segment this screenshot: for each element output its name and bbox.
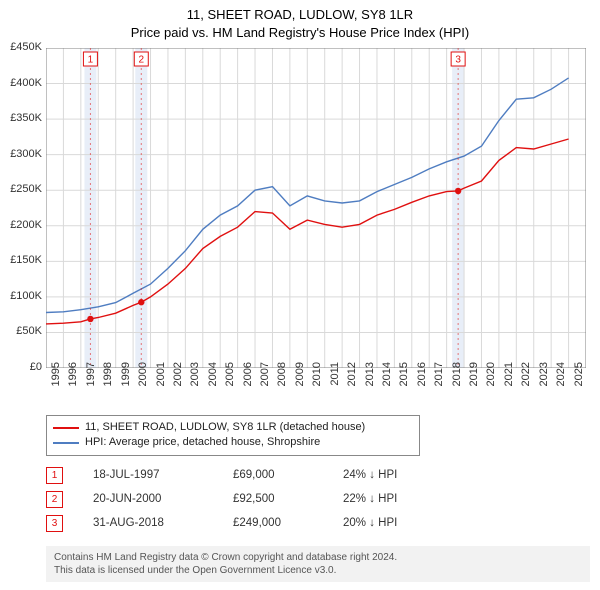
x-tick-label: 2011 bbox=[329, 362, 341, 402]
marker-price: £92,500 bbox=[233, 493, 343, 505]
x-tick-label: 2010 bbox=[311, 362, 323, 402]
marker-date: 20-JUN-2000 bbox=[93, 493, 233, 505]
x-tick-label: 2022 bbox=[520, 362, 532, 402]
x-tick-label: 2012 bbox=[346, 362, 358, 402]
chart-title-block: 11, SHEET ROAD, LUDLOW, SY8 1LR Price pa… bbox=[0, 0, 600, 41]
marker-date: 18-JUL-1997 bbox=[93, 469, 233, 481]
y-tick-label: £0 bbox=[2, 361, 42, 373]
marker-num-box: 2 bbox=[46, 491, 63, 508]
x-tick-label: 2018 bbox=[451, 362, 463, 402]
x-tick-label: 2021 bbox=[503, 362, 515, 402]
x-tick-label: 2006 bbox=[242, 362, 254, 402]
x-tick-label: 2007 bbox=[259, 362, 271, 402]
x-tick-label: 2014 bbox=[381, 362, 393, 402]
chart-svg: 1 2 3 bbox=[46, 48, 586, 368]
x-tick-label: 1998 bbox=[102, 362, 114, 402]
y-tick-label: £350K bbox=[2, 112, 42, 124]
x-tick-label: 2019 bbox=[468, 362, 480, 402]
x-tick-label: 2015 bbox=[398, 362, 410, 402]
title-line1: 11, SHEET ROAD, LUDLOW, SY8 1LR bbox=[0, 6, 600, 24]
legend-row-price: 11, SHEET ROAD, LUDLOW, SY8 1LR (detache… bbox=[53, 420, 413, 435]
x-tick-label: 2024 bbox=[555, 362, 567, 402]
x-tick-label: 2003 bbox=[189, 362, 201, 402]
x-tick-label: 2008 bbox=[276, 362, 288, 402]
marker-row: 2 20-JUN-2000£92,50022% ↓ HPI bbox=[46, 487, 453, 511]
attribution-footer: Contains HM Land Registry data © Crown c… bbox=[46, 546, 590, 582]
svg-text:3: 3 bbox=[455, 55, 461, 66]
legend-box: 11, SHEET ROAD, LUDLOW, SY8 1LR (detache… bbox=[46, 415, 420, 456]
x-tick-label: 2009 bbox=[294, 362, 306, 402]
x-tick-label: 2020 bbox=[485, 362, 497, 402]
legend-label-hpi: HPI: Average price, detached house, Shro… bbox=[85, 435, 320, 450]
x-tick-label: 2001 bbox=[155, 362, 167, 402]
footer-line1: Contains HM Land Registry data © Crown c… bbox=[54, 551, 582, 564]
marker-price: £249,000 bbox=[233, 517, 343, 529]
marker-num-box: 1 bbox=[46, 467, 63, 484]
x-tick-label: 2025 bbox=[573, 362, 585, 402]
x-tick-label: 2017 bbox=[433, 362, 445, 402]
x-tick-label: 2000 bbox=[137, 362, 149, 402]
legend-label-price: 11, SHEET ROAD, LUDLOW, SY8 1LR (detache… bbox=[85, 420, 365, 435]
x-tick-label: 2023 bbox=[538, 362, 550, 402]
y-tick-label: £300K bbox=[2, 148, 42, 160]
x-tick-label: 1995 bbox=[50, 362, 62, 402]
marker-row: 3 31-AUG-2018£249,00020% ↓ HPI bbox=[46, 511, 453, 535]
marker-row: 1 18-JUL-1997£69,00024% ↓ HPI bbox=[46, 463, 453, 487]
y-tick-label: £150K bbox=[2, 254, 42, 266]
x-tick-label: 1996 bbox=[67, 362, 79, 402]
y-tick-label: £250K bbox=[2, 183, 42, 195]
x-tick-label: 2005 bbox=[224, 362, 236, 402]
marker-diff: 20% ↓ HPI bbox=[343, 517, 453, 529]
sale-markers-table: 1 18-JUL-1997£69,00024% ↓ HPI 2 20-JUN-2000… bbox=[46, 463, 453, 535]
x-tick-label: 1997 bbox=[85, 362, 97, 402]
y-tick-label: £200K bbox=[2, 219, 42, 231]
chart-container: { "title": { "line1": "11, SHEET ROAD, L… bbox=[0, 0, 600, 590]
x-tick-label: 2016 bbox=[416, 362, 428, 402]
x-tick-label: 2004 bbox=[207, 362, 219, 402]
y-tick-label: £50K bbox=[2, 325, 42, 337]
line-chart: 1 2 3 bbox=[46, 48, 586, 368]
marker-price: £69,000 bbox=[233, 469, 343, 481]
y-tick-label: £400K bbox=[2, 77, 42, 89]
marker-num-box: 3 bbox=[46, 515, 63, 532]
legend-swatch-price bbox=[53, 427, 79, 429]
legend-swatch-hpi bbox=[53, 442, 79, 444]
y-tick-label: £450K bbox=[2, 41, 42, 53]
footer-line2: This data is licensed under the Open Gov… bbox=[54, 564, 582, 577]
title-line2: Price paid vs. HM Land Registry's House … bbox=[0, 24, 600, 42]
marker-date: 31-AUG-2018 bbox=[93, 517, 233, 529]
svg-text:2: 2 bbox=[139, 55, 145, 66]
legend-row-hpi: HPI: Average price, detached house, Shro… bbox=[53, 435, 413, 450]
x-tick-label: 2002 bbox=[172, 362, 184, 402]
y-tick-label: £100K bbox=[2, 290, 42, 302]
x-tick-label: 2013 bbox=[364, 362, 376, 402]
marker-diff: 22% ↓ HPI bbox=[343, 493, 453, 505]
x-tick-label: 1999 bbox=[120, 362, 132, 402]
svg-text:1: 1 bbox=[88, 55, 94, 66]
marker-diff: 24% ↓ HPI bbox=[343, 469, 453, 481]
